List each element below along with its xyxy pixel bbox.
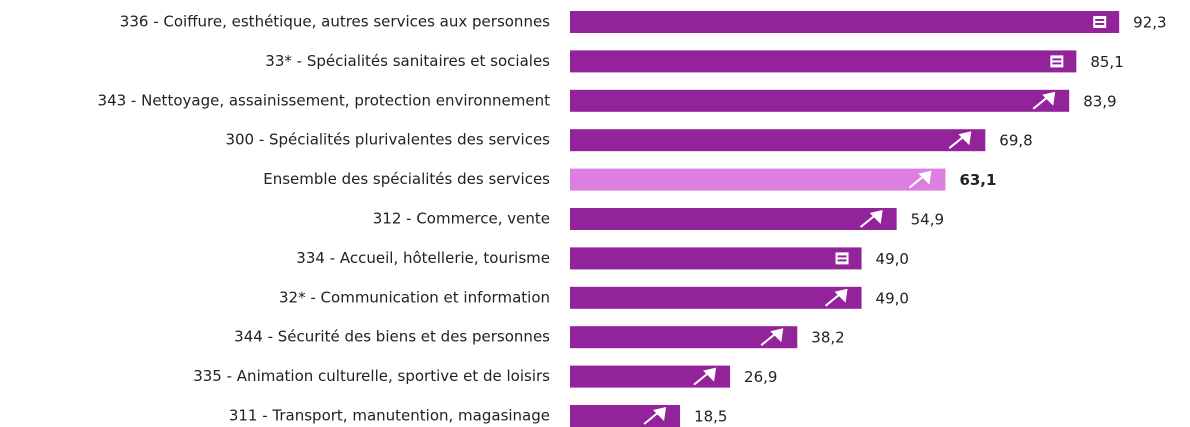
category-label: 32* - Communication et information bbox=[279, 288, 550, 306]
trend-icon-head bbox=[703, 367, 717, 382]
value-label: 49,0 bbox=[876, 289, 909, 307]
value-label: 92,3 bbox=[1133, 14, 1166, 32]
trend-icon-head bbox=[653, 407, 667, 421]
category-label: 343 - Nettoyage, assainissement, protect… bbox=[98, 91, 551, 109]
value-label: 63,1 bbox=[959, 171, 996, 189]
bar bbox=[570, 208, 897, 230]
trend-icon-line bbox=[1095, 23, 1105, 25]
trend-icon bbox=[1093, 16, 1107, 28]
category-label: Ensemble des spécialités des services bbox=[263, 170, 550, 188]
bar bbox=[570, 365, 731, 388]
trend-icon-line bbox=[1052, 58, 1062, 61]
trend-icon bbox=[1050, 55, 1064, 68]
trend-icon-line bbox=[1095, 19, 1105, 21]
category-label: 334 - Accueil, hôtellerie, tourisme bbox=[296, 249, 550, 267]
value-label: 18,5 bbox=[694, 408, 727, 426]
category-label: 300 - Spécialités plurivalentes des serv… bbox=[225, 131, 550, 149]
value-label: 54,9 bbox=[911, 211, 944, 229]
value-label: 26,9 bbox=[744, 368, 777, 386]
category-label: 33* - Spécialités sanitaires et sociales bbox=[265, 52, 550, 70]
value-label: 38,2 bbox=[811, 329, 844, 347]
trend-icon-head bbox=[918, 170, 932, 185]
category-label: 335 - Animation culturelle, sportive et … bbox=[193, 367, 550, 385]
trend-icon-head bbox=[958, 131, 972, 146]
bar bbox=[570, 89, 1070, 112]
trend-icon-line bbox=[837, 255, 847, 258]
trend-icon bbox=[835, 252, 849, 265]
bar bbox=[570, 129, 986, 152]
value-label: 85,1 bbox=[1090, 53, 1123, 71]
trend-icon-head bbox=[1042, 91, 1056, 106]
bar bbox=[570, 168, 946, 191]
bar bbox=[570, 11, 1120, 33]
category-label: 311 - Transport, manutention, magasinage bbox=[229, 407, 550, 425]
bar bbox=[570, 50, 1077, 73]
bar bbox=[570, 405, 681, 427]
bar bbox=[570, 247, 862, 270]
trend-icon-line bbox=[837, 259, 847, 262]
value-label: 83,9 bbox=[1083, 92, 1116, 110]
category-label: 312 - Commerce, vente bbox=[373, 210, 550, 228]
trend-icon-head bbox=[869, 210, 883, 224]
bar bbox=[570, 326, 798, 349]
bar bbox=[570, 286, 862, 309]
category-label: 336 - Coiffure, esthétique, autres servi… bbox=[120, 13, 550, 31]
trend-icon-head bbox=[834, 288, 848, 303]
value-label: 69,8 bbox=[999, 132, 1032, 150]
trend-icon-line bbox=[1052, 62, 1062, 65]
category-label: 344 - Sécurité des biens et des personne… bbox=[234, 328, 550, 346]
trend-icon-head bbox=[770, 328, 784, 343]
value-label: 49,0 bbox=[876, 250, 909, 268]
